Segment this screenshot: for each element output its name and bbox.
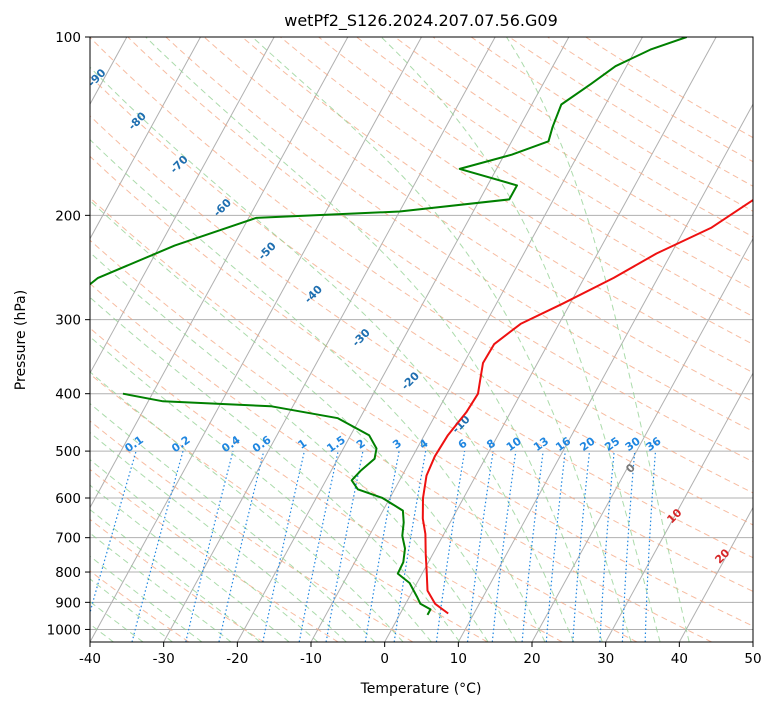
moist-adiabat-line: [90, 251, 489, 642]
moist-adiabat-line: [90, 138, 546, 642]
x-tick-label: 10: [450, 651, 467, 667]
isotherm-line: [678, 506, 753, 642]
x-tick-label: 30: [597, 651, 614, 667]
isotherm-line: [90, 37, 201, 240]
x-tick-label: 0: [380, 651, 389, 667]
moist-adiabat-line: [90, 458, 319, 642]
temperature-line: [421, 198, 753, 615]
x-tick-label: -10: [300, 651, 322, 667]
y-tick-label: 500: [55, 444, 81, 460]
isotherm-line: [531, 237, 753, 642]
mixing-ratio-line: [131, 450, 184, 642]
dry-adiabat-line: [90, 518, 264, 642]
mixing-ratio-line: [491, 451, 517, 642]
dry-adiabat-line: [90, 115, 753, 559]
y-tick-label: 1000: [47, 622, 81, 638]
mixing-ratio-line: [545, 451, 566, 642]
mixing-ratio-line: [466, 451, 494, 642]
mixing-ratio-line: [218, 450, 265, 642]
moist-adiabat-line: [90, 484, 290, 642]
x-tick-label: 40: [671, 651, 688, 667]
y-axis-label: Pressure (hPa): [13, 290, 29, 390]
x-tick-label: -40: [79, 651, 101, 667]
dry-adiabat-line: [165, 37, 753, 432]
dry-adiabat-line: [90, 420, 414, 642]
mixing-ratio-line: [521, 451, 544, 642]
moist-adiabat-line: [90, 296, 461, 642]
dry-adiabat-line: [90, 197, 753, 627]
moist-adiabat-line: [251, 37, 632, 642]
x-tick-label: 50: [744, 651, 761, 667]
background-lines: [90, 37, 753, 642]
isotherm-line: [384, 37, 717, 642]
dewpoint-line: [122, 392, 432, 616]
profile-series: [90, 37, 753, 616]
x-axis-label: Temperature (°C): [360, 681, 482, 697]
grid-lines: [90, 37, 753, 642]
dry-adiabat-line: [318, 37, 753, 318]
dry-adiabat-line: [241, 37, 753, 374]
moist-adiabat-line: [145, 37, 603, 642]
x-tick-label: -30: [153, 651, 175, 667]
adiabat-label: 30: [763, 581, 775, 601]
isotherm-line: [90, 37, 275, 375]
moist-adiabat-line: [90, 66, 575, 642]
isotherm-line: [90, 37, 349, 509]
dry-adiabat-line: [90, 155, 753, 592]
mixing-ratio-line: [90, 450, 137, 615]
mixing-ratio-line: [185, 450, 234, 642]
isotherm-line: [90, 37, 422, 642]
moist-adiabat-line: [380, 37, 661, 642]
dry-adiabat-line: [203, 37, 753, 403]
moist-adiabat-line: [90, 336, 432, 642]
plot-background: [90, 37, 753, 642]
y-tick-label: 100: [55, 30, 81, 46]
isotherm-line: [457, 103, 753, 642]
plot-frame: [89, 36, 754, 643]
dewpoint-upper-line: [90, 37, 688, 286]
dry-adiabat-line: [90, 468, 339, 642]
mixing-ratio-line: [435, 451, 466, 642]
moist-adiabat-line: [90, 402, 376, 642]
x-tick-label: 20: [523, 651, 540, 667]
mixing-ratio-line: [572, 451, 591, 642]
isotherm-line: [236, 37, 570, 642]
y-tick-label: 700: [55, 531, 81, 547]
dry-adiabat-line: [356, 37, 753, 290]
y-tick-label: 300: [55, 313, 81, 329]
isotherm-line: [752, 640, 753, 642]
dry-adiabat-line: [90, 373, 488, 642]
mixing-ratio-line: [262, 450, 305, 642]
isotherm-line: [163, 37, 496, 642]
dry-adiabat-line: [90, 282, 638, 642]
y-tick-label: 200: [55, 208, 81, 224]
moist-adiabat-line: [90, 371, 404, 642]
y-tick-label: 800: [55, 565, 81, 581]
dry-adiabat-line: [90, 327, 563, 642]
x-tick-label: -20: [226, 651, 248, 667]
y-tick-label: 600: [55, 491, 81, 507]
isotherm-line: [605, 372, 753, 642]
chart-title: wetPf2_S126.2024.207.07.56.G09: [284, 11, 558, 31]
dry-adiabat-line: [90, 75, 753, 526]
y-tick-label: 900: [55, 595, 81, 611]
y-tick-label: 400: [55, 387, 81, 403]
dry-adiabat-line: [90, 570, 190, 642]
moist-adiabat-line: [90, 431, 347, 642]
axes: -40 -30 -20 -10 0 10 20 30 40 50 100 200 300 400 500 60…: [47, 30, 762, 667]
dry-adiabat-line: [90, 239, 712, 642]
